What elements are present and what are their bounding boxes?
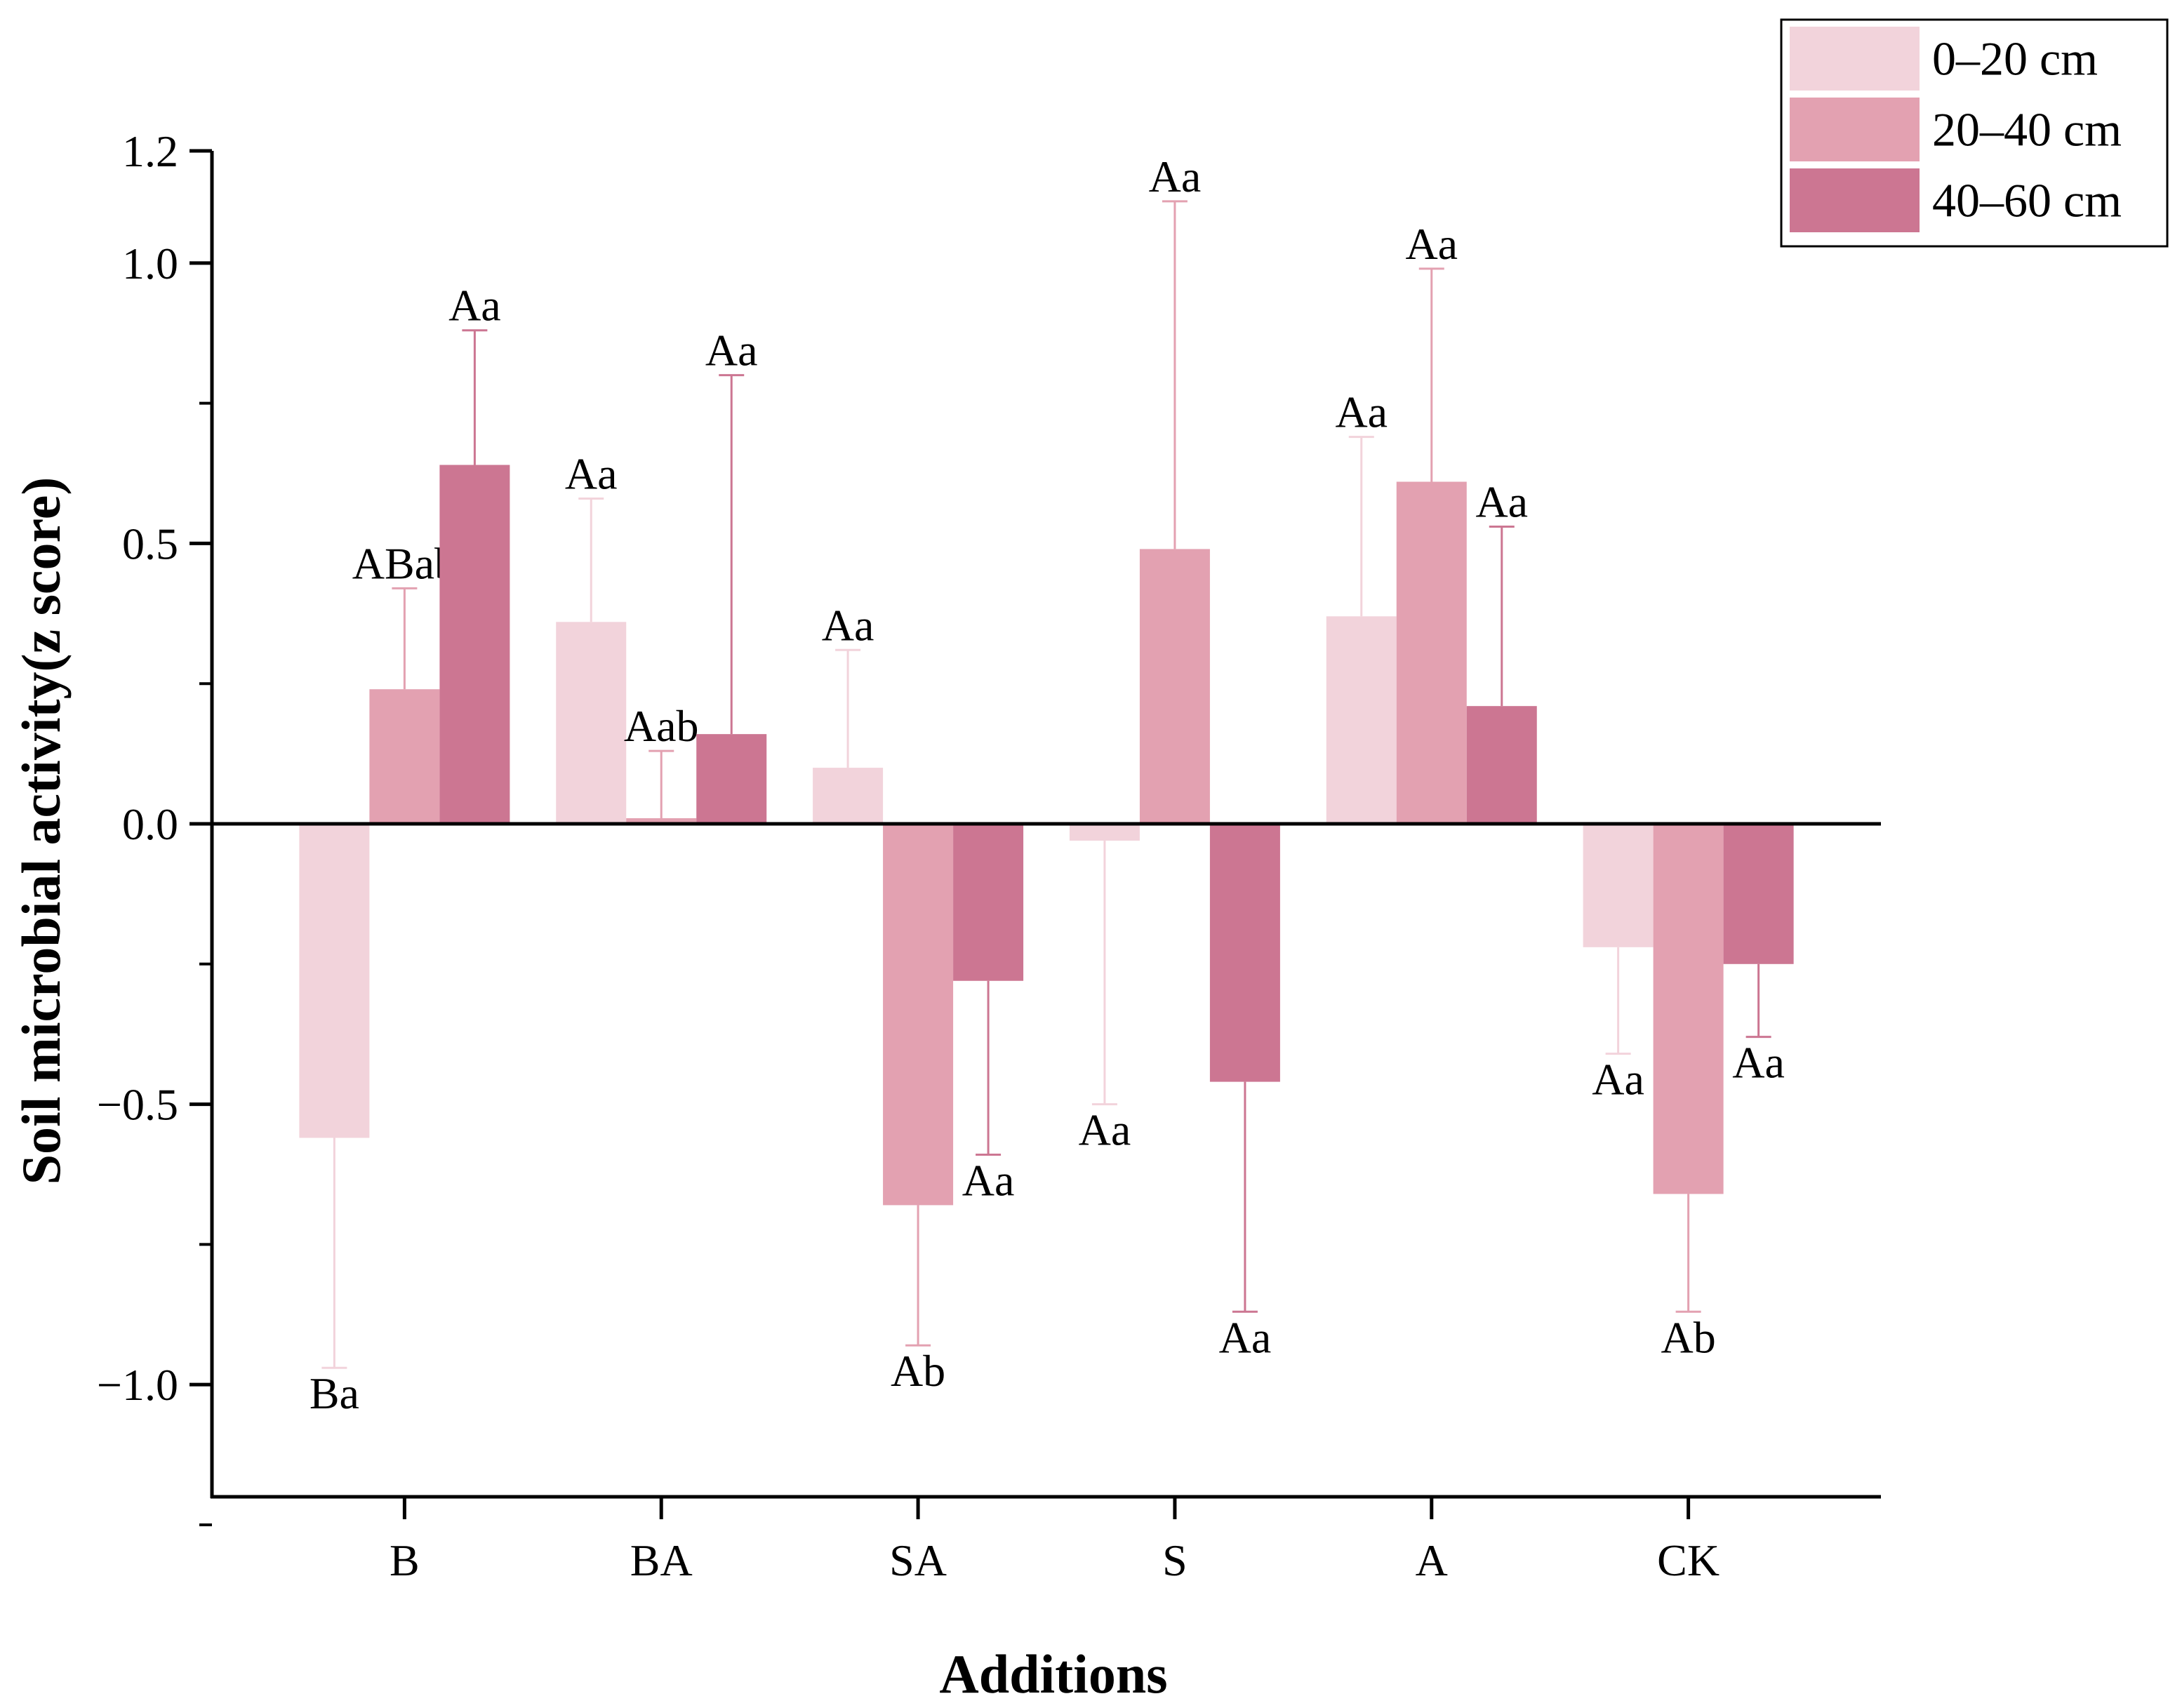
y-tick-label-3: 0.0	[122, 799, 178, 849]
bar-0-4	[1326, 616, 1397, 824]
significance-label-1-5: Ab	[1661, 1312, 1716, 1362]
x-tick-label-5: CK	[1657, 1535, 1720, 1585]
legend-label-1: 20–40 cm	[1932, 103, 2122, 156]
bar-1-3	[1139, 549, 1210, 824]
legend-swatch-2	[1790, 168, 1920, 232]
significance-label-1-3: Aa	[1149, 152, 1202, 201]
legend: 0–20 cm 20–40 cm 40–60 cm	[1780, 18, 2169, 248]
bar-0-5	[1583, 824, 1654, 947]
significance-label-0-5: Aa	[1592, 1055, 1644, 1105]
legend-swatch-1	[1790, 98, 1920, 161]
bar-2-2	[953, 824, 1024, 981]
significance-label-2-3: Aa	[1219, 1312, 1272, 1362]
bar-2-5	[1723, 824, 1794, 964]
y-tick-label-0: 1.2	[122, 126, 178, 176]
bar-2-0	[439, 465, 510, 824]
significance-label-1-4: Aa	[1405, 219, 1458, 269]
bar-1-2	[883, 824, 954, 1206]
bar-2-3	[1209, 824, 1280, 1082]
x-tick-label-1: BA	[630, 1535, 693, 1585]
significance-label-0-1: Aa	[565, 448, 618, 498]
significance-label-0-4: Aa	[1335, 387, 1388, 437]
bar-1-1	[626, 818, 697, 824]
significance-label-2-0: Aa	[448, 281, 501, 331]
y-axis-title: Soil microbial activity(z score)	[11, 477, 72, 1185]
bar-1-4	[1396, 481, 1467, 824]
x-axis-title: Additions	[939, 1643, 1167, 1704]
significance-label-1-2: Ab	[891, 1346, 945, 1396]
x-tick-label-0: B	[390, 1535, 420, 1585]
significance-label-2-4: Aa	[1475, 476, 1528, 526]
significance-label-2-1: Aa	[705, 326, 758, 375]
y-tick-label-2: 0.5	[122, 519, 178, 568]
significance-label-1-1: Aab	[624, 701, 699, 751]
y-tick-label-1: 1.0	[122, 239, 178, 288]
bar-0-2	[813, 768, 884, 824]
y-tick-label-5: −1.0	[97, 1360, 178, 1410]
legend-swatch-0	[1790, 27, 1920, 91]
significance-label-0-2: Aa	[822, 600, 874, 650]
bar-2-4	[1466, 706, 1537, 824]
plot-area: Ba Aa Aa Aa Aa Aa ABab Aab Ab Aa Aa Ab Aa Aa Aa Aa Aa Aa	[299, 152, 1794, 1418]
significance-label-1-0: ABab	[352, 538, 457, 588]
significance-label-2-2: Aa	[962, 1156, 1015, 1206]
bar-2-1	[696, 734, 767, 824]
x-tick-label-3: S	[1162, 1535, 1188, 1585]
legend-label-2: 40–60 cm	[1932, 174, 2122, 227]
y-tick-label-4: −0.5	[97, 1080, 178, 1130]
x-tick-label-4: A	[1416, 1535, 1448, 1585]
significance-label-0-3: Aa	[1079, 1105, 1131, 1155]
bar-0-3	[1069, 824, 1140, 841]
x-tick-label-2: SA	[889, 1535, 947, 1585]
bar-1-5	[1653, 824, 1724, 1194]
bar-1-0	[369, 689, 440, 824]
legend-label-0: 0–20 cm	[1932, 32, 2098, 86]
bar-0-1	[556, 622, 627, 824]
significance-label-0-0: Ba	[310, 1368, 359, 1418]
significance-label-2-5: Aa	[1732, 1038, 1785, 1088]
axes: 1.21.00.50.0−0.5−1.0B BA SA S A CK	[97, 126, 1881, 1585]
bar-0-0	[299, 824, 370, 1138]
